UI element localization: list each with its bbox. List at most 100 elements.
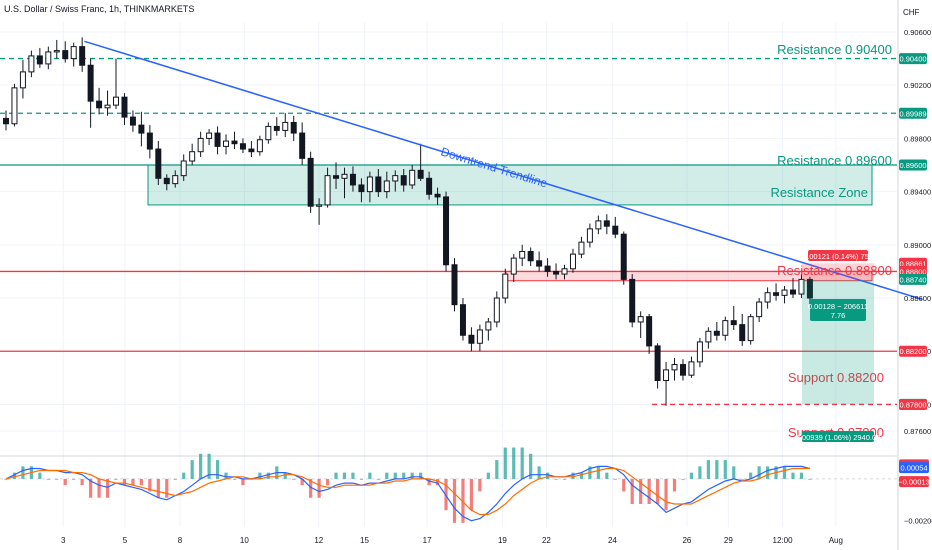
price-tag-bg <box>899 398 927 410</box>
candle-body <box>578 241 585 255</box>
macd-histogram-bar <box>114 478 118 480</box>
y-tick-label: 0.88600 <box>904 294 931 303</box>
macd-histogram-bar <box>156 478 160 498</box>
candles <box>3 37 813 406</box>
price-tag: 0.90400 <box>899 55 926 64</box>
candle-body <box>705 330 712 343</box>
candle-body <box>163 177 170 185</box>
candle-body <box>180 160 187 177</box>
candle-body <box>536 260 543 267</box>
price-tag: 0.88861 <box>899 259 926 268</box>
macd-histogram-bar <box>63 478 67 486</box>
candle-body <box>476 329 483 344</box>
candle-body <box>527 250 534 262</box>
y-tick-label: 0.89000 <box>904 241 931 250</box>
reward-label-bg <box>802 431 874 442</box>
stop-area <box>802 263 874 280</box>
candle-body <box>239 143 246 150</box>
price-tag: 0.89600 <box>899 161 926 170</box>
candle-body <box>231 140 238 145</box>
candle-body <box>349 173 356 186</box>
candle-body <box>595 220 602 230</box>
macd-histogram-bar <box>190 460 194 479</box>
macd-histogram-bar <box>393 472 397 479</box>
candle-body <box>713 330 720 336</box>
candle-body <box>53 50 60 53</box>
candle-body <box>79 46 86 66</box>
candle-body <box>409 169 416 186</box>
x-tick-label: 8 <box>178 536 183 545</box>
macd-histogram-bar <box>359 478 364 480</box>
macd-histogram-bar <box>486 472 490 479</box>
macd-histogram-bar <box>469 478 474 511</box>
macd-histogram-bar <box>571 472 575 479</box>
macd-histogram-bar <box>4 478 8 480</box>
macd-histogram-bar <box>529 453 533 479</box>
candle-body <box>747 316 754 342</box>
candle-body <box>155 148 162 179</box>
candle-body <box>189 151 196 162</box>
macd-histogram-bar <box>537 466 541 479</box>
levels <box>0 57 897 406</box>
level-label-res3: Resistance 0.89600 <box>777 153 892 168</box>
reward-label: 0.00939 (1.06%) 2940.08 <box>796 433 881 442</box>
mid-label-2: 7.76 <box>831 311 846 320</box>
target-area <box>802 279 874 405</box>
candle-body <box>113 96 120 106</box>
macd-histogram-bar <box>579 472 584 479</box>
candle-body <box>366 176 373 193</box>
candle-body <box>392 175 399 182</box>
macd-tag-bg <box>899 462 929 474</box>
candle-body <box>569 253 576 270</box>
x-tick-label: 17 <box>423 536 432 545</box>
candle-body <box>307 157 314 207</box>
macd-histogram-bar <box>292 478 296 480</box>
price-axis[interactable]: 0.90600 0.90200 0.89800 0.89400 0.89000 0.886… <box>898 28 932 526</box>
macd-histogram-bar <box>38 472 42 479</box>
candle-body <box>434 193 441 198</box>
macd-histogram-bar <box>452 478 457 523</box>
candle-body <box>485 321 492 331</box>
candle-body <box>383 180 390 193</box>
trendline[interactable] <box>84 40 923 301</box>
candle-body <box>773 292 780 296</box>
candle-body <box>129 116 136 126</box>
macd-histogram-bar <box>317 478 321 498</box>
candle-body <box>603 220 610 227</box>
macd-histogram-bar <box>766 466 770 479</box>
macd-histogram-bar <box>368 472 372 479</box>
macd-histogram-bar <box>258 472 262 479</box>
x-tick-label: 10 <box>240 536 249 545</box>
price-tag: 0.88800 <box>899 267 926 276</box>
macd-histogram-bar <box>808 478 812 480</box>
time-axis[interactable]: 3 5 8 10 12 15 17 19 22 24 26 29 12:00 Aug <box>61 536 843 545</box>
macd-histogram-bar <box>689 472 694 479</box>
macd-line <box>5 465 811 522</box>
macd-histogram-bar <box>325 478 330 486</box>
macd-histogram-bar <box>122 478 127 486</box>
candle-body <box>256 139 263 153</box>
candle-body <box>62 50 69 60</box>
candle-body <box>290 121 297 134</box>
signal-line <box>5 467 810 516</box>
macd-histogram-bar <box>596 466 600 479</box>
macd-histogram-bar <box>46 478 50 480</box>
macd-histogram-bar <box>139 478 143 486</box>
y-tick-label: 0.90600 <box>904 28 931 37</box>
price-tag-bg <box>899 159 927 171</box>
x-tick-label: 22 <box>542 536 551 545</box>
y-tick-label: 0.89800 <box>904 134 931 143</box>
candle-body <box>358 184 365 193</box>
macd-histogram-bar <box>12 472 17 479</box>
candle-body <box>299 132 306 159</box>
macd-histogram-bar <box>351 472 355 479</box>
macd-histogram-bar <box>740 478 744 480</box>
x-tick-label: 26 <box>682 536 691 545</box>
macd-tag: −0.00013 <box>898 478 930 487</box>
candle-body <box>789 289 796 295</box>
macd-histogram-bar <box>495 460 499 479</box>
x-tick-label: 29 <box>724 536 733 545</box>
macd-histogram-bar <box>605 472 609 479</box>
